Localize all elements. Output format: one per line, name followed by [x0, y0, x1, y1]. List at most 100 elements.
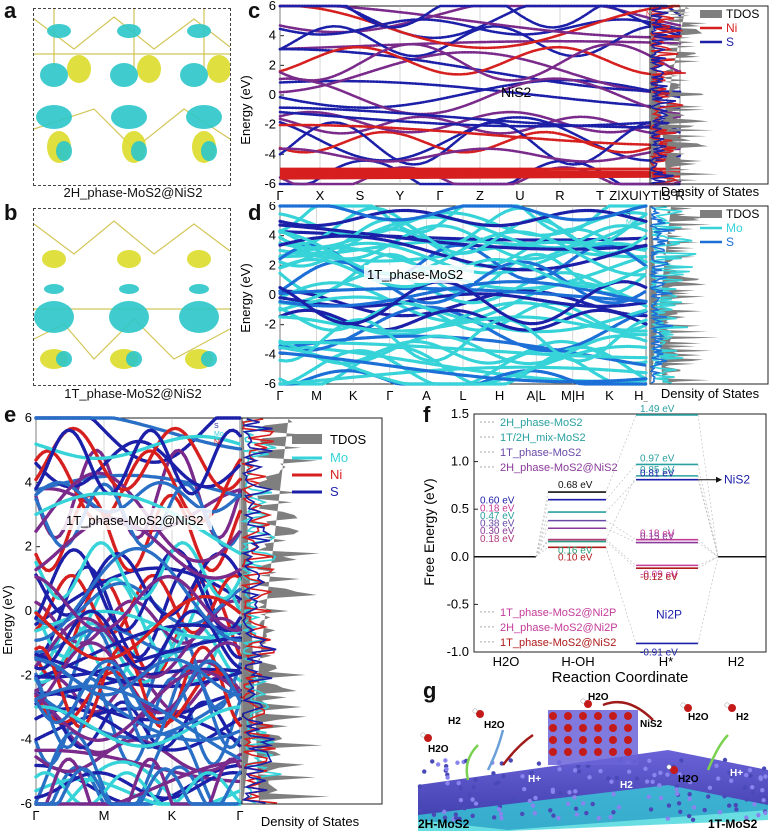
hstar-value-label: 0.85 eV: [640, 465, 675, 476]
pdos-line: [240, 418, 282, 804]
atom: [687, 796, 692, 802]
atom: [557, 790, 563, 796]
atom: [748, 773, 753, 779]
atom: [455, 804, 460, 809]
ytick-label: 6: [269, 202, 276, 213]
atom: [743, 785, 748, 790]
atom: [614, 775, 620, 781]
ytick-label: -2: [264, 317, 276, 332]
kpoint-label: Γ: [236, 808, 243, 823]
isosurface-blob: [187, 250, 211, 268]
kpoint-label: Γ: [276, 388, 283, 402]
panel-e-dos-xlabel: Density of States: [261, 814, 360, 829]
kpoint-label: U: [515, 188, 524, 200]
h-atom: [472, 708, 478, 714]
atom: [499, 815, 504, 821]
isosurface-blob: [56, 351, 72, 367]
atom: [761, 797, 766, 803]
g-nis2: NiS2: [640, 719, 663, 730]
isosurface-blob: [180, 63, 208, 87]
atom: [733, 802, 738, 808]
panel-d-label: d: [248, 200, 262, 225]
legend-item: 1T_phase-MoS2@Ni2P: [500, 607, 616, 619]
kpoint-label: Γ: [436, 188, 443, 200]
atom: [573, 789, 578, 794]
panel-g-illustration: H2 H2O H2O NiS2 H2O H2O H2 H2O H2 H+ H+ …: [417, 692, 768, 831]
ni-atom: [594, 748, 602, 756]
legend-mo-d: Mo: [726, 221, 743, 235]
atom: [470, 797, 475, 802]
g-h2o-1: H2O: [484, 720, 505, 731]
legend-item: 1T/2H_mix-MoS2: [500, 432, 586, 444]
hstar-value-label: -0.12 eV: [640, 572, 678, 583]
atom: [609, 779, 614, 784]
panel-e-dos-legend: TDOS Mo Ni S: [292, 432, 366, 499]
atom: [567, 790, 572, 795]
band-line: [34, 652, 242, 689]
atom: [674, 787, 679, 792]
atom: [650, 779, 655, 784]
band-line: [278, 211, 648, 237]
atom: [462, 805, 467, 811]
ytick-label: 0: [25, 603, 32, 618]
panel-c-inner-label: NiS2: [501, 84, 532, 100]
band-line: [34, 594, 242, 662]
atom: [548, 808, 553, 813]
atom: [598, 768, 603, 774]
isosurface-blob: [137, 55, 161, 83]
isosurface-blob: [117, 24, 141, 38]
hstar-value-label: 0.97 eV: [640, 453, 675, 464]
panel-e-bands: [34, 416, 242, 806]
band-line: [278, 204, 648, 222]
band-line: [279, 174, 681, 180]
atom: [626, 769, 632, 774]
kpoint-label: K: [168, 808, 177, 823]
isosurface-blob: [67, 55, 91, 83]
legend-s: S: [726, 35, 734, 49]
g-h2-2: H2: [736, 712, 749, 723]
band-line: [278, 79, 682, 110]
panel-d-legend-s: S: [626, 211, 631, 218]
band-line: [278, 106, 682, 129]
panel-e-legend-s: S: [214, 423, 219, 430]
atom: [533, 795, 538, 801]
panel-b-caption: 1T_phase-MoS2@NiS2: [64, 386, 202, 401]
chart-xtick: H2O: [493, 654, 520, 669]
kpoint-label: M|H: [561, 388, 585, 402]
panel-e-ylabel: Energy (eV): [0, 585, 15, 654]
band-line: [34, 577, 242, 659]
band-line: [278, 344, 648, 386]
band-line: [278, 317, 648, 363]
atom: [750, 790, 756, 796]
ni-atom: [579, 712, 587, 720]
band-line: [278, 51, 682, 94]
ni-atom: [579, 748, 587, 756]
legend-ni-e: Ni: [330, 467, 342, 482]
isosurface-blob: [189, 284, 209, 294]
kpoint-label: M: [99, 808, 110, 823]
atom: [442, 809, 447, 815]
panel-b-structure: [33, 208, 231, 386]
kpoint-label: K: [349, 388, 358, 402]
kpoint-label: Γ: [386, 388, 393, 402]
kpoint-label: T: [596, 188, 604, 200]
atom: [706, 794, 711, 799]
band-line: [278, 295, 648, 334]
panel-c-plot: Energy (eV) 6 4 2 0 -2 -4 -6 Γ X S Y Γ Z U R T Z|XU|YT|…: [238, 0, 685, 200]
ni-atom: [579, 724, 587, 732]
band-line: [34, 625, 242, 654]
isosurface-blob: [201, 351, 217, 367]
atom: [715, 776, 721, 781]
panel-c-ylabel: Energy (eV): [238, 75, 253, 144]
panel-d-dos-plot: TDOS Mo S Density of States: [648, 205, 769, 401]
atom: [665, 816, 671, 821]
hoh-value-label: 0.16 eV: [558, 546, 593, 557]
atom: [752, 802, 757, 807]
band-line: [278, 289, 648, 318]
panel-a-label: a: [4, 0, 17, 23]
isosurface-blob: [40, 63, 68, 87]
atom: [536, 776, 541, 782]
band-line: [278, 147, 682, 163]
chart-ytick: -1.0: [447, 644, 469, 659]
atom: [453, 815, 459, 821]
